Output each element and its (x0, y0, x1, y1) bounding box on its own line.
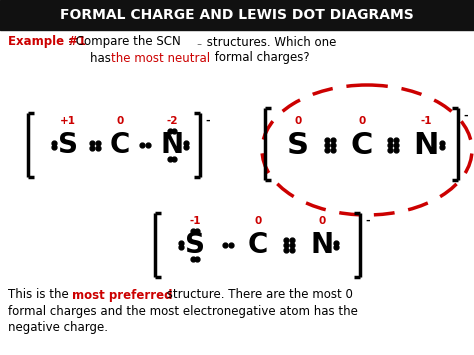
Text: formal charges and the most electronegative atom has the: formal charges and the most electronegat… (8, 305, 358, 317)
Text: structure. There are the most 0: structure. There are the most 0 (163, 289, 353, 301)
Text: -2: -2 (166, 116, 178, 126)
Text: C: C (248, 231, 268, 259)
Text: S: S (185, 231, 205, 259)
Bar (0, 0, 474, 30)
Text: +1: +1 (60, 116, 76, 126)
Text: negative charge.: negative charge. (8, 321, 108, 333)
Text: 0: 0 (319, 216, 326, 226)
Text: 0: 0 (294, 116, 301, 126)
Text: This is the: This is the (8, 289, 73, 301)
Text: has: has (90, 51, 115, 65)
Text: 0: 0 (255, 216, 262, 226)
Text: 0: 0 (117, 116, 124, 126)
Text: S: S (58, 131, 78, 159)
Text: C: C (351, 131, 373, 159)
Text: C: C (110, 131, 130, 159)
Text: S: S (287, 131, 309, 159)
Text: : Compare the SCN: : Compare the SCN (68, 36, 181, 49)
Text: 0: 0 (358, 116, 365, 126)
Text: N: N (413, 131, 439, 159)
Text: -: - (463, 111, 468, 121)
Text: the most neutral: the most neutral (111, 51, 210, 65)
Text: Example #1: Example #1 (8, 36, 86, 49)
Text: formal charges?: formal charges? (211, 51, 310, 65)
Text: structures. Which one: structures. Which one (203, 36, 337, 49)
Text: -: - (205, 116, 210, 126)
Text: N: N (310, 231, 334, 259)
Text: FORMAL CHARGE AND LEWIS DOT DIAGRAMS: FORMAL CHARGE AND LEWIS DOT DIAGRAMS (60, 8, 414, 22)
Text: -1: -1 (189, 216, 201, 226)
Text: -: - (365, 216, 370, 226)
Text: ⁻: ⁻ (196, 42, 201, 52)
Text: -1: -1 (420, 116, 432, 126)
Text: N: N (160, 131, 183, 159)
Text: most preferred: most preferred (72, 289, 173, 301)
